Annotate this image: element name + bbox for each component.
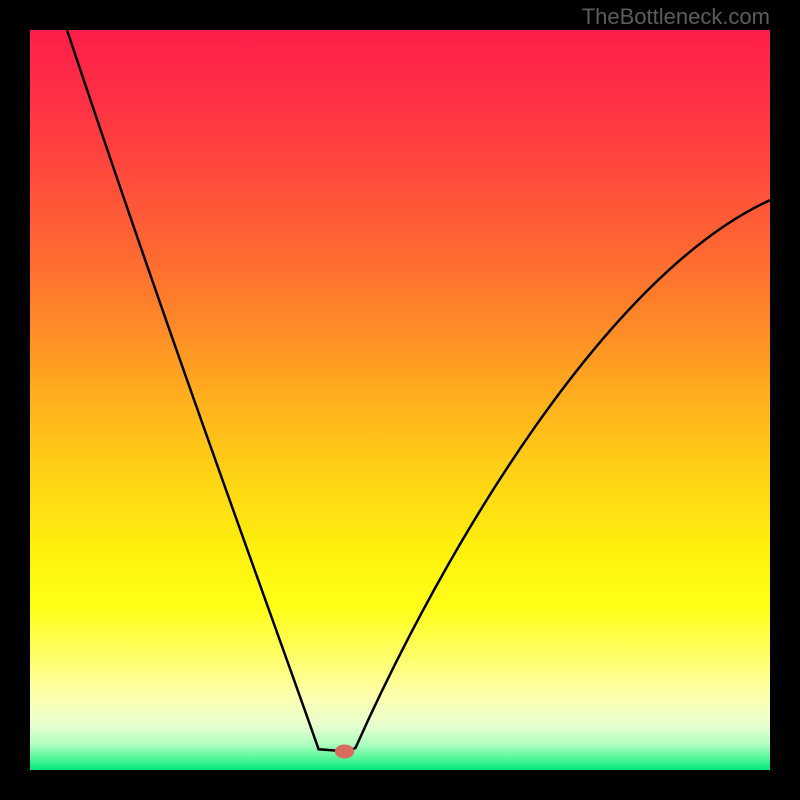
curve-path [67,30,770,752]
chart-container: TheBottleneck.com [0,0,800,800]
bottleneck-curve [30,30,770,770]
valley-marker [335,744,354,758]
watermark-text: TheBottleneck.com [582,4,770,30]
plot-area [30,30,770,770]
